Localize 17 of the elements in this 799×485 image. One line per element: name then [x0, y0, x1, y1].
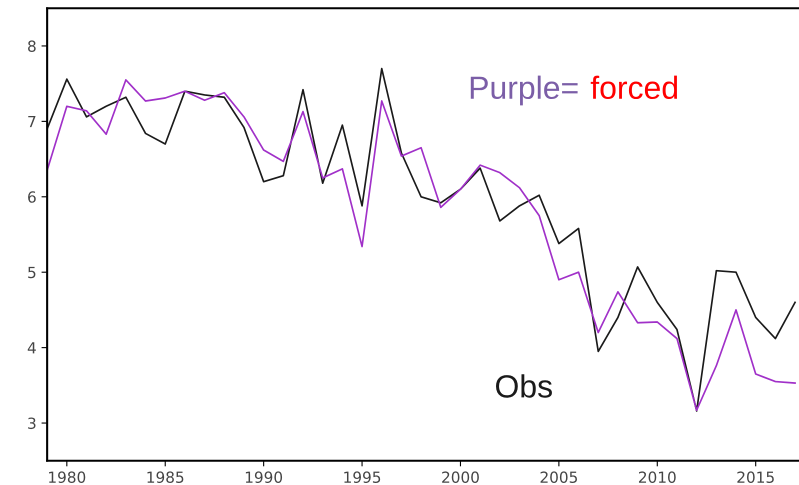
- y-tick-label: 3: [28, 418, 36, 430]
- x-tick-label: 2010: [638, 471, 676, 483]
- x-tick-label: 2005: [540, 471, 577, 483]
- x-tick-label: 1980: [49, 471, 86, 483]
- annotation: forced: [590, 76, 678, 100]
- y-tick-label: 5: [28, 266, 36, 278]
- y-tick-label: 8: [28, 40, 36, 52]
- y-tick-label: 7: [28, 116, 36, 128]
- x-tick-label: 1990: [246, 471, 282, 483]
- x-tick-label: 1985: [147, 471, 184, 483]
- y-tick-label: 4: [28, 342, 36, 354]
- x-tick-label: 2000: [442, 471, 479, 483]
- x-tick-label: 1995: [344, 471, 380, 483]
- annotation: Purple=: [470, 76, 578, 106]
- y-tick-label: 6: [28, 191, 36, 203]
- series-label: Obs: [496, 374, 552, 398]
- x-tick-label: 2015: [737, 471, 774, 483]
